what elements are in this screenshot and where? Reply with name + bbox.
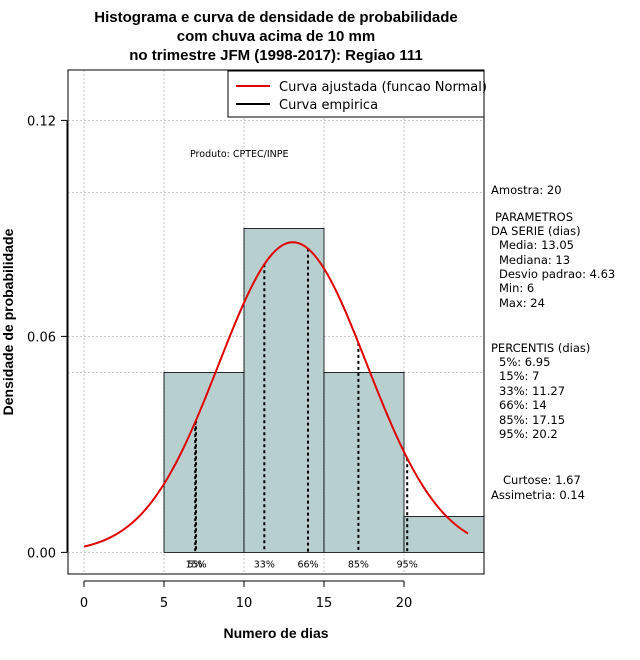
kurtosis: Curtose: 1.67 bbox=[503, 473, 581, 487]
param-mean: Media: 13.05 bbox=[499, 238, 574, 252]
percentile-label-3: 66% bbox=[297, 559, 318, 570]
params-subtitle: DA SERIE (dias) bbox=[491, 224, 581, 238]
y-tick-label-2: 0.12 bbox=[27, 114, 56, 129]
sample-size: Amostra: 20 bbox=[491, 183, 562, 197]
params-title: PARAMETROS bbox=[495, 210, 573, 224]
x-tick-label-1: 5 bbox=[160, 596, 168, 611]
percentile-label-2: 33% bbox=[254, 559, 275, 570]
percentile-lines: 5%15% 33% 66% 85% 95% bbox=[185, 248, 418, 570]
legend-curve-label: Curva ajustada (funcao Normal) bbox=[279, 80, 487, 95]
legend: Curva ajustada (funcao Normal) Curva emp… bbox=[227, 70, 487, 118]
histogram-bar-1 bbox=[243, 227, 325, 553]
legend-box bbox=[227, 70, 485, 118]
plot-frame bbox=[67, 69, 485, 575]
param-max: Max: 24 bbox=[499, 296, 545, 310]
histogram-bars bbox=[163, 227, 485, 553]
chart-title-line-1: Histograma e curva de densidade de proba… bbox=[94, 9, 457, 26]
y-tick-label-0: 0.00 bbox=[27, 546, 56, 561]
percentile-label-4: 85% bbox=[348, 559, 369, 570]
normal-curve bbox=[83, 241, 469, 548]
param-min: Min: 6 bbox=[499, 281, 534, 295]
percentile-label-5: 95% bbox=[397, 559, 418, 570]
x-tick-label-2: 10 bbox=[236, 596, 253, 611]
percentis-title: PERCENTIS (dias) bbox=[491, 341, 590, 355]
x-axis: 0 5 10 15 20 bbox=[80, 580, 413, 611]
stats-panel: Amostra: 20 PARAMETROS DA SERIE (dias) M… bbox=[491, 183, 615, 502]
x-axis-title: Numero de dias bbox=[223, 625, 328, 641]
percentil-66: 66%: 14 bbox=[499, 398, 547, 412]
param-sd: Desvio padrao: 4.63 bbox=[499, 267, 615, 281]
percentil-5: 5%: 6.95 bbox=[499, 355, 550, 369]
param-median: Mediana: 13 bbox=[499, 253, 570, 267]
skewness: Assimetria: 0.14 bbox=[491, 488, 585, 502]
percentile-label-0: 5% bbox=[188, 559, 203, 570]
y-tick-label-1: 0.06 bbox=[27, 330, 56, 345]
percentil-95: 95%: 20.2 bbox=[499, 427, 558, 441]
product-annotation: Produto: CPTEC/INPE bbox=[190, 149, 289, 160]
percentile-label-1: 15% bbox=[185, 559, 206, 570]
histogram-bar-3 bbox=[403, 516, 485, 553]
legend-empirical-label: Curva empirica bbox=[279, 98, 378, 113]
percentil-33: 33%: 11.27 bbox=[499, 384, 565, 398]
x-tick-label-0: 0 bbox=[80, 596, 88, 611]
percentil-85: 85%: 17.15 bbox=[499, 413, 565, 427]
percentil-15: 15%: 7 bbox=[499, 369, 539, 383]
chart-title-line-2: com chuva acima de 10 mm bbox=[177, 28, 375, 45]
x-tick-label-3: 15 bbox=[316, 596, 333, 611]
histogram-bar-2 bbox=[323, 371, 405, 553]
x-tick-label-4: 20 bbox=[396, 596, 413, 611]
chart-title-line-3: no trimestre JFM (1998-2017): Regiao 111 bbox=[129, 47, 422, 64]
y-axis-title: Densidade de probabilidade bbox=[0, 228, 16, 415]
y-axis: 0.00 0.06 0.12 bbox=[27, 114, 68, 561]
